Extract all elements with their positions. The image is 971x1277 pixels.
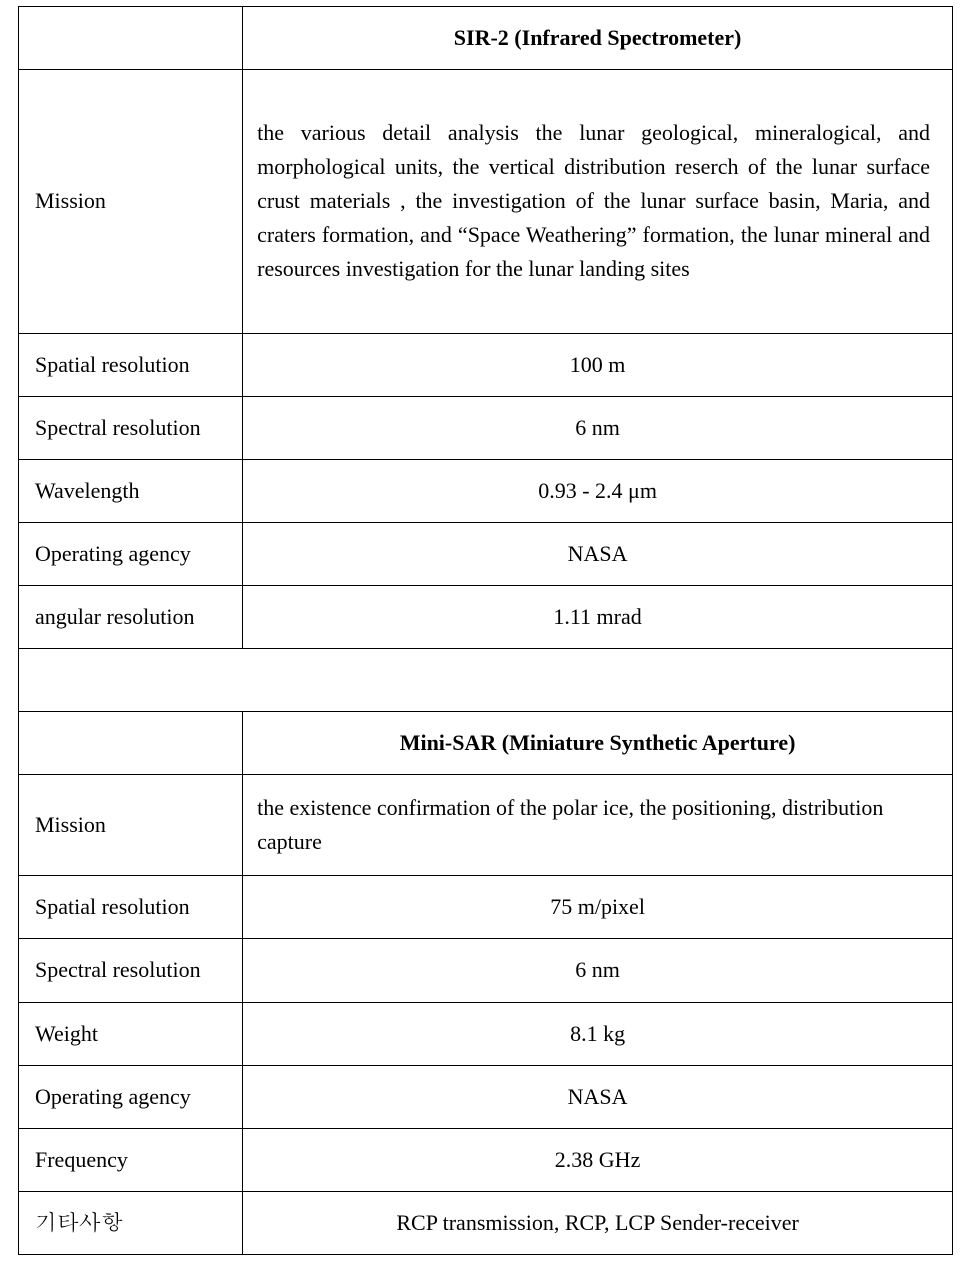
table-row: Mission the various detail analysis the … <box>19 70 953 333</box>
row-value: 6 nm <box>243 396 953 459</box>
row-label: Wavelength <box>19 459 243 522</box>
row-value: 1.11 mrad <box>243 585 953 648</box>
spacer-cell <box>19 649 953 712</box>
row-value: 6 nm <box>243 939 953 1002</box>
row-label: Spectral resolution <box>19 939 243 1002</box>
row-label: Spatial resolution <box>19 876 243 939</box>
spec-tables: SIR-2 (Infrared Spectrometer) Mission th… <box>18 6 953 1255</box>
table-row: Mission the existence confirmation of th… <box>19 775 953 876</box>
row-value: the existence confirmation of the polar … <box>243 775 953 876</box>
row-label: Operating agency <box>19 522 243 585</box>
table-row: Spectral resolution 6 nm <box>19 396 953 459</box>
row-value: the various detail analysis the lunar ge… <box>243 70 953 333</box>
row-label: 기타사항 <box>19 1191 243 1254</box>
table-row: 기타사항 RCP transmission, RCP, LCP Sender-r… <box>19 1191 953 1254</box>
row-label: Mission <box>19 70 243 333</box>
row-label: Mission <box>19 775 243 876</box>
table-row: Weight 8.1 kg <box>19 1002 953 1065</box>
table2-title: Mini-SAR (Miniature Synthetic Aperture) <box>243 712 953 775</box>
spec-tables-body: SIR-2 (Infrared Spectrometer) Mission th… <box>19 7 953 1255</box>
table-row: Spatial resolution 75 m/pixel <box>19 876 953 939</box>
table-row: Operating agency NASA <box>19 1065 953 1128</box>
table2-header-blank <box>19 712 243 775</box>
row-value: 2.38 GHz <box>243 1128 953 1191</box>
row-value: 0.93 - 2.4 μm <box>243 459 953 522</box>
table1-header-row: SIR-2 (Infrared Spectrometer) <box>19 7 953 70</box>
row-label: Weight <box>19 1002 243 1065</box>
table-row: Wavelength 0.93 - 2.4 μm <box>19 459 953 522</box>
table2-header-row: Mini-SAR (Miniature Synthetic Aperture) <box>19 712 953 775</box>
row-label: Frequency <box>19 1128 243 1191</box>
row-label: Spectral resolution <box>19 396 243 459</box>
row-value: NASA <box>243 522 953 585</box>
row-value: NASA <box>243 1065 953 1128</box>
row-label: Operating agency <box>19 1065 243 1128</box>
table-row: Spatial resolution 100 m <box>19 333 953 396</box>
spacer-row <box>19 649 953 712</box>
table1-header-blank <box>19 7 243 70</box>
table-row: Operating agency NASA <box>19 522 953 585</box>
table-row: Spectral resolution 6 nm <box>19 939 953 1002</box>
page: SIR-2 (Infrared Spectrometer) Mission th… <box>0 0 971 1273</box>
table-row: Frequency 2.38 GHz <box>19 1128 953 1191</box>
row-label: Spatial resolution <box>19 333 243 396</box>
row-label: angular resolution <box>19 585 243 648</box>
table1-title: SIR-2 (Infrared Spectrometer) <box>243 7 953 70</box>
row-value: 100 m <box>243 333 953 396</box>
row-value: RCP transmission, RCP, LCP Sender-receiv… <box>243 1191 953 1254</box>
row-value: 8.1 kg <box>243 1002 953 1065</box>
row-value: 75 m/pixel <box>243 876 953 939</box>
table-row: angular resolution 1.11 mrad <box>19 585 953 648</box>
